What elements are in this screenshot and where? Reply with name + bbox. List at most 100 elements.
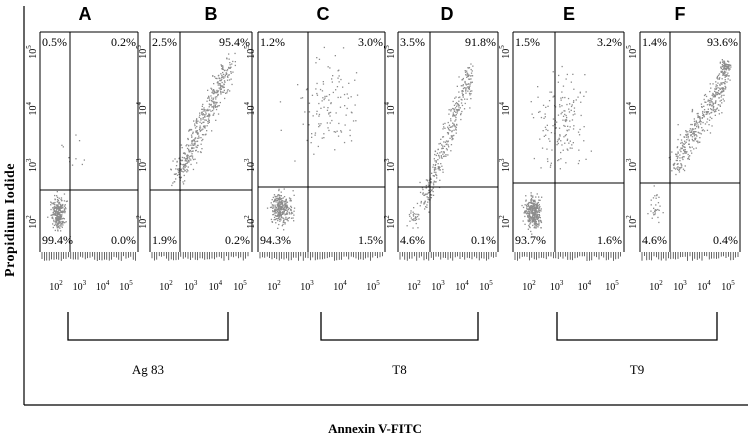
data-point <box>283 229 285 231</box>
data-point <box>698 121 700 124</box>
data-point <box>275 201 277 203</box>
data-point <box>305 89 308 91</box>
data-point <box>211 97 213 99</box>
data-point <box>543 135 545 137</box>
data-point <box>464 70 466 72</box>
data-point <box>532 219 535 221</box>
data-point <box>538 219 540 221</box>
data-point <box>277 205 279 207</box>
data-point <box>445 140 448 142</box>
data-point <box>225 92 227 94</box>
y-tick-label: 102 <box>25 215 39 229</box>
data-point <box>531 209 533 211</box>
data-point <box>340 131 343 133</box>
data-point <box>713 95 715 97</box>
data-point <box>285 207 288 209</box>
data-point <box>182 167 184 169</box>
data-point <box>696 135 698 137</box>
data-point <box>222 86 224 88</box>
data-point <box>224 76 226 78</box>
data-point <box>217 113 220 115</box>
data-point <box>190 134 193 136</box>
data-point <box>437 154 440 156</box>
data-point <box>330 102 332 104</box>
data-point <box>451 136 453 138</box>
data-point <box>286 219 288 221</box>
data-point <box>699 132 701 134</box>
y-tick-label: 105 <box>243 45 257 59</box>
data-point <box>546 148 548 150</box>
data-point <box>677 152 679 154</box>
data-point <box>540 210 542 212</box>
data-point <box>187 170 189 172</box>
data-point <box>452 114 454 116</box>
data-point <box>351 112 353 114</box>
data-point <box>538 196 540 198</box>
data-point <box>466 72 468 74</box>
data-point <box>564 96 566 99</box>
data-point <box>691 136 694 138</box>
data-point <box>711 98 713 100</box>
data-point <box>432 187 434 189</box>
data-point <box>458 104 460 106</box>
data-point <box>710 112 712 114</box>
data-point <box>433 158 435 160</box>
data-point <box>671 151 673 153</box>
data-point <box>650 199 652 201</box>
data-point <box>427 185 430 187</box>
data-point <box>537 86 539 88</box>
data-point <box>684 140 686 142</box>
data-point <box>281 225 283 227</box>
data-point <box>182 181 184 183</box>
data-point <box>225 72 227 74</box>
data-point <box>213 105 215 107</box>
data-point <box>194 127 197 129</box>
data-point <box>702 129 704 131</box>
data-point <box>690 123 692 126</box>
data-point <box>280 202 282 204</box>
data-point <box>530 197 533 200</box>
data-point <box>273 219 275 221</box>
y-tick-label: 104 <box>243 101 257 115</box>
data-point <box>311 136 313 138</box>
data-point <box>347 97 349 99</box>
data-point <box>533 214 535 216</box>
data-point <box>529 210 531 213</box>
data-point <box>422 193 424 195</box>
data-point <box>290 206 293 209</box>
panels-layer: A0.5% 0.2%99.4% 0.0%102 103 104 1051021031041… <box>25 4 741 293</box>
data-point <box>200 137 202 139</box>
data-point <box>181 147 183 149</box>
data-point <box>340 130 342 132</box>
data-point <box>567 97 570 100</box>
data-point <box>540 116 543 119</box>
data-point <box>714 102 717 104</box>
data-point <box>412 211 414 213</box>
x-tick-label: 104 <box>96 279 110 293</box>
data-point <box>452 112 454 114</box>
data-point <box>446 132 449 134</box>
data-point <box>220 73 222 75</box>
data-point <box>60 197 63 199</box>
data-point <box>562 149 564 151</box>
data-point <box>673 163 675 165</box>
data-point <box>722 88 724 90</box>
data-point <box>202 138 204 141</box>
data-point <box>439 152 441 154</box>
data-point <box>706 113 708 115</box>
data-point <box>308 124 310 126</box>
data-point <box>283 188 285 190</box>
data-point <box>435 163 437 166</box>
data-point <box>658 196 660 198</box>
data-point <box>287 217 289 219</box>
data-point <box>443 126 445 128</box>
data-point <box>221 67 224 69</box>
data-point <box>207 109 209 112</box>
data-point <box>219 83 221 85</box>
data-point <box>653 207 655 209</box>
data-point <box>677 168 679 171</box>
data-point <box>557 142 559 145</box>
data-point <box>550 164 552 166</box>
data-point <box>293 210 295 212</box>
data-point <box>279 216 281 218</box>
